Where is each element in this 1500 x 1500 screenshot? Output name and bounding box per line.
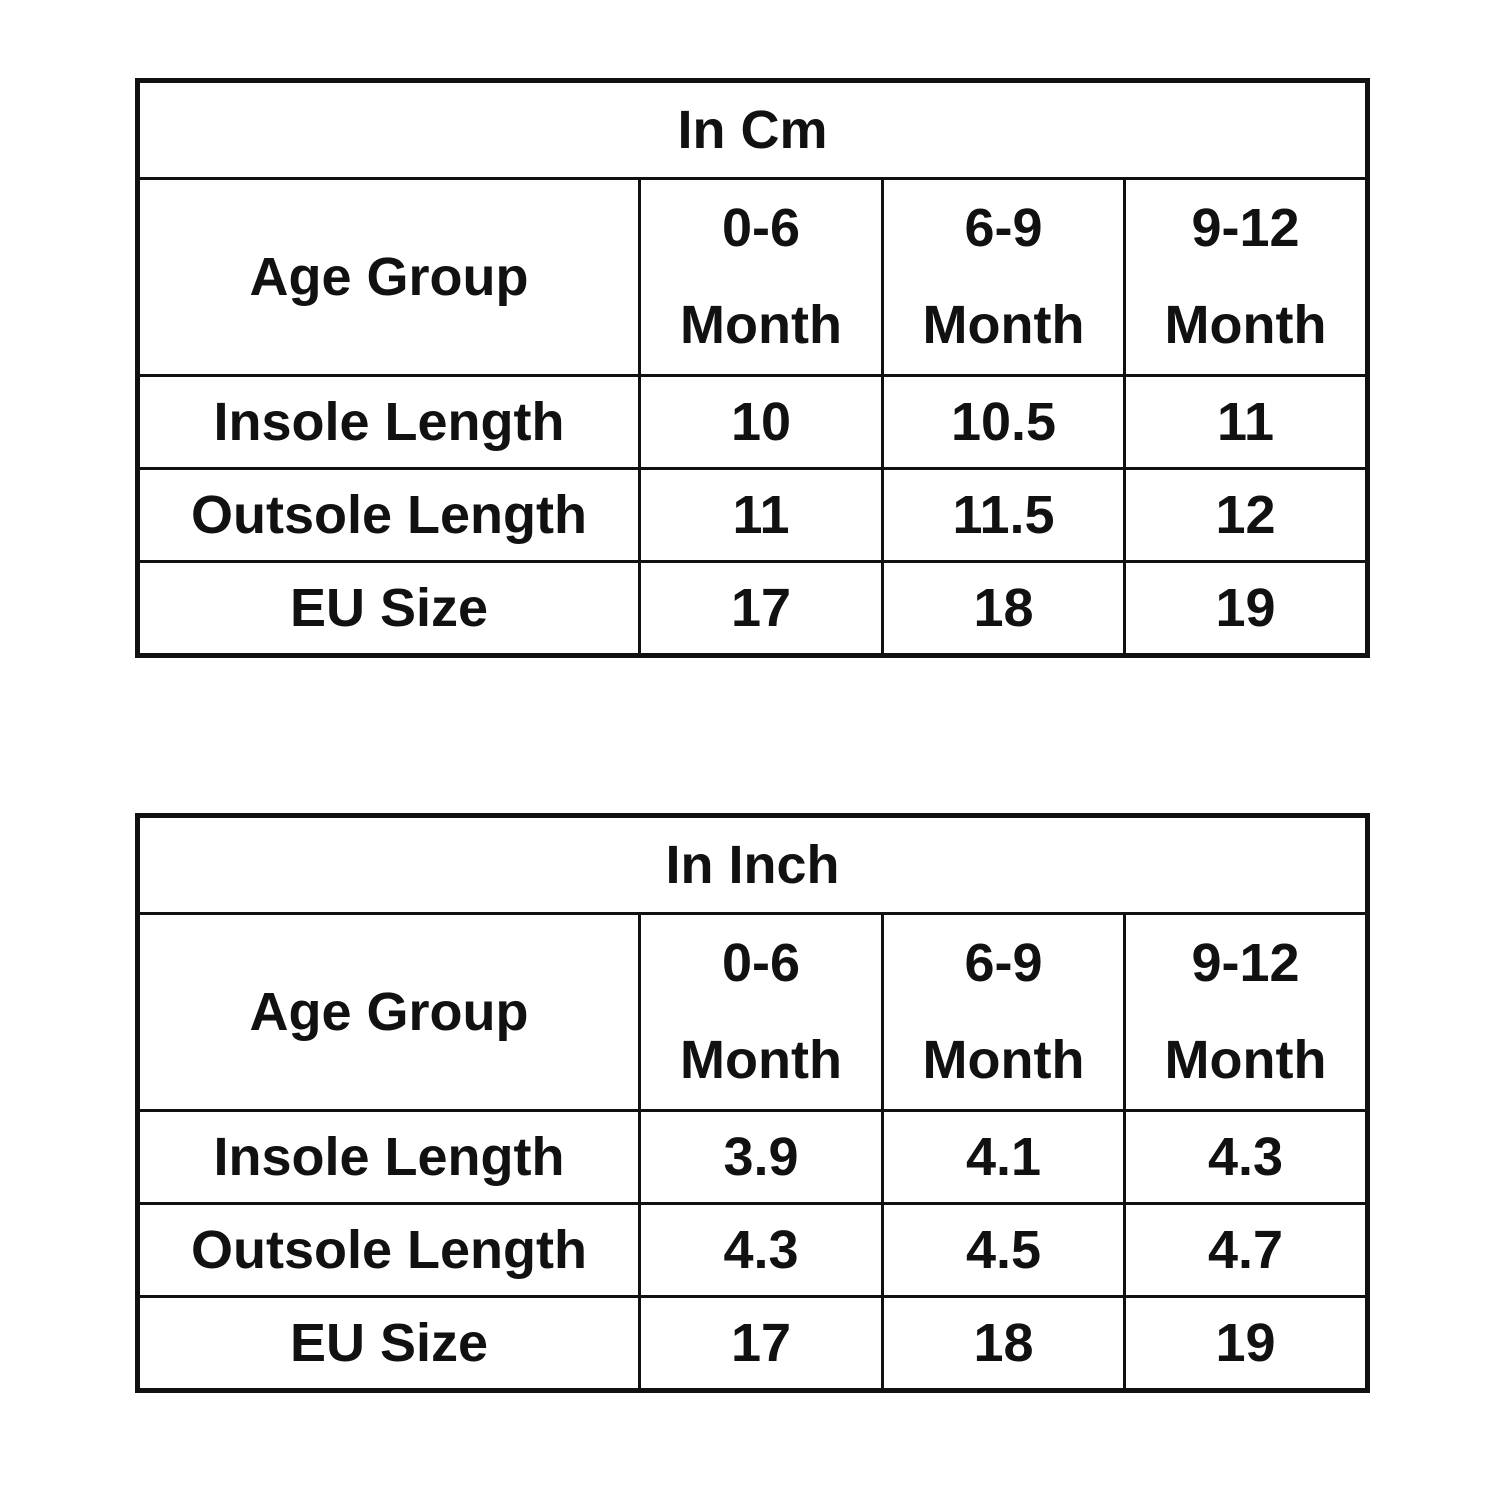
cell: 4.3 bbox=[1123, 1109, 1369, 1206]
row-label: EU Size bbox=[136, 1295, 641, 1393]
cell: 17 bbox=[638, 560, 884, 658]
title-row: In Inch bbox=[136, 814, 1369, 915]
cell: 11.5 bbox=[881, 467, 1126, 564]
data-row: Outsole Length 4.3 4.5 4.7 bbox=[136, 1202, 1369, 1299]
cell: 19 bbox=[1122, 560, 1370, 658]
cell: 4.3 bbox=[638, 1202, 884, 1299]
cell: 10 bbox=[638, 374, 884, 471]
column-header: 0-6 Month bbox=[638, 911, 884, 1113]
cell: 11 bbox=[638, 467, 884, 564]
row-header: Age Group bbox=[136, 911, 641, 1113]
cell: 12 bbox=[1122, 467, 1370, 564]
row-label: EU Size bbox=[136, 560, 641, 658]
row-label: Insole Length bbox=[136, 1109, 641, 1206]
data-row: EU Size 17 18 19 bbox=[136, 560, 1370, 658]
cell: 4.7 bbox=[1123, 1202, 1369, 1299]
header-row: Age Group 0-6 Month 6-9 Month 9-12 Month bbox=[136, 176, 1370, 378]
row-header: Age Group bbox=[136, 176, 641, 378]
column-header: 6-9 Month bbox=[881, 176, 1126, 378]
column-header: 0-6 Month bbox=[638, 176, 884, 378]
column-header: 9-12 Month bbox=[1123, 911, 1369, 1113]
column-header: 6-9 Month bbox=[881, 911, 1126, 1113]
cell: 11 bbox=[1122, 374, 1370, 471]
data-row: Insole Length 3.9 4.1 4.3 bbox=[136, 1109, 1369, 1206]
size-table: In Cm Age Group 0-6 Month 6-9 Month 9-12 Mon… bbox=[135, 78, 1371, 659]
table-title: In Cm bbox=[135, 79, 1370, 180]
cell: 19 bbox=[1123, 1295, 1369, 1393]
data-row: EU Size 17 18 19 bbox=[136, 1295, 1369, 1393]
cell: 18 bbox=[881, 1295, 1126, 1393]
table-title: In Inch bbox=[136, 814, 1369, 915]
cell: 3.9 bbox=[638, 1109, 884, 1206]
data-row: Outsole Length 11 11.5 12 bbox=[136, 467, 1370, 564]
size-table: In Inch Age Group 0-6 Month 6-9 Month 9-12 M… bbox=[135, 813, 1370, 1394]
cell: 4.1 bbox=[881, 1109, 1126, 1206]
column-header: 9-12 Month bbox=[1122, 176, 1370, 378]
row-label: Outsole Length bbox=[136, 467, 641, 564]
row-label: Outsole Length bbox=[136, 1202, 641, 1299]
cell: 10.5 bbox=[881, 374, 1126, 471]
title-row: In Cm bbox=[135, 79, 1370, 180]
cell: 17 bbox=[638, 1295, 884, 1393]
cell: 4.5 bbox=[881, 1202, 1126, 1299]
header-row: Age Group 0-6 Month 6-9 Month 9-12 Month bbox=[136, 911, 1369, 1113]
data-row: Insole Length 10 10.5 11 bbox=[136, 374, 1370, 471]
row-label: Insole Length bbox=[136, 374, 641, 471]
cell: 18 bbox=[881, 560, 1126, 658]
